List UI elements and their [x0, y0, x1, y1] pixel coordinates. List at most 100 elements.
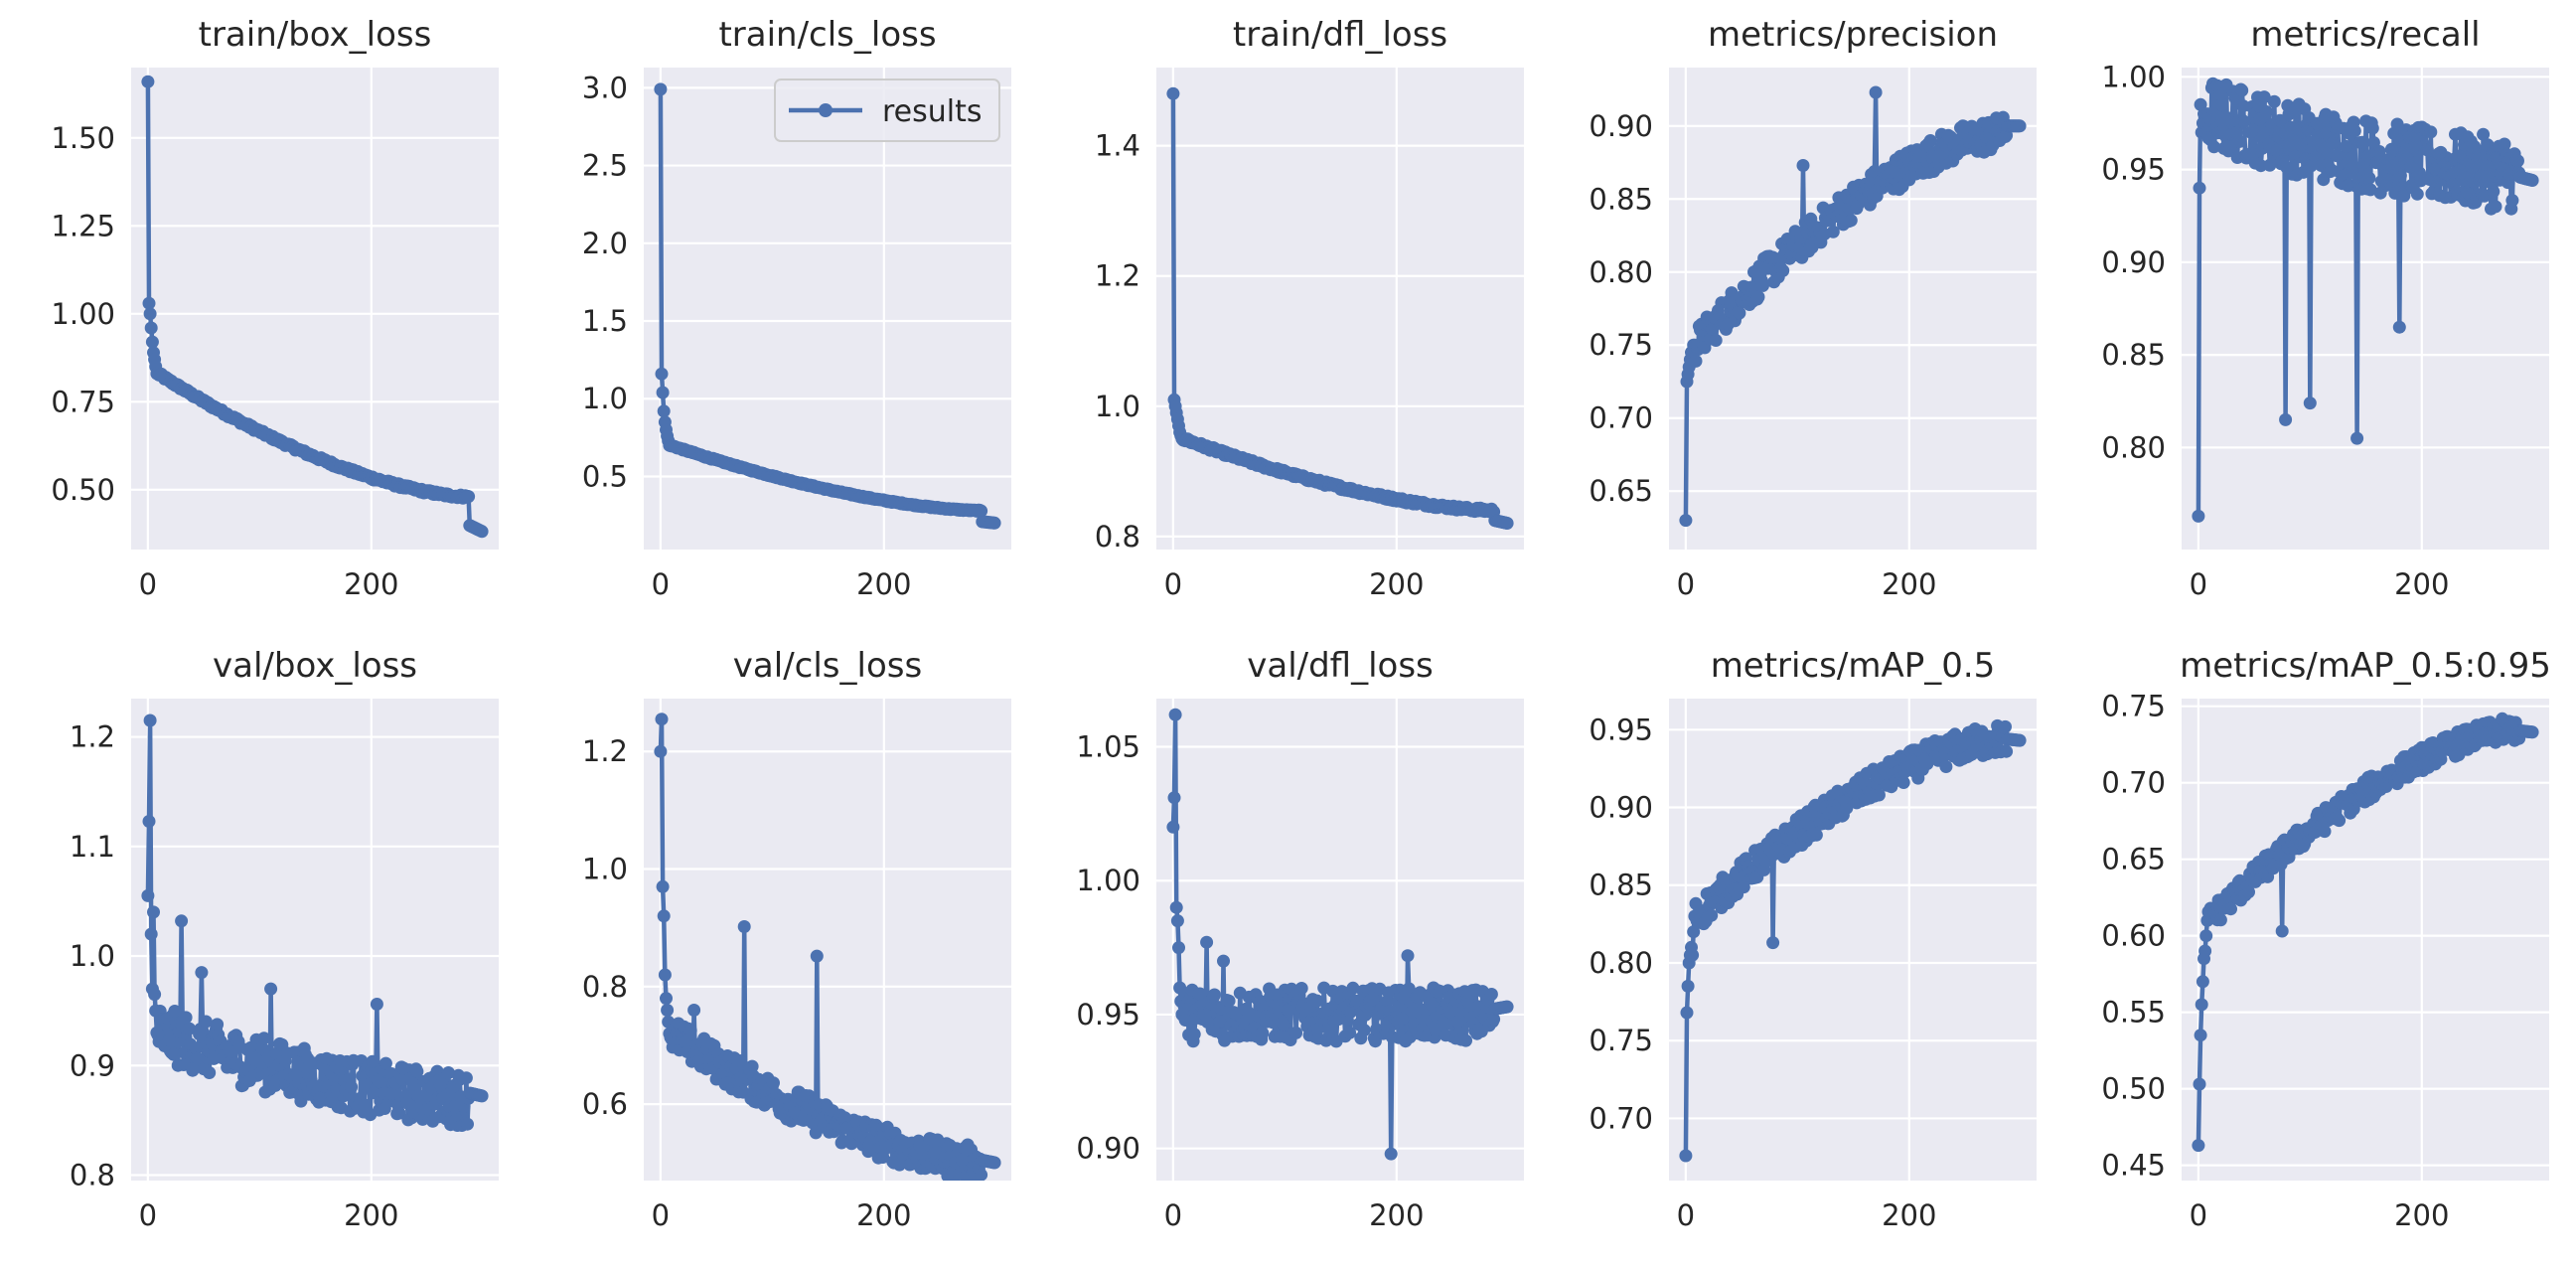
data-point: [2013, 119, 2027, 133]
data-point: [1406, 1005, 1419, 1018]
y-tick-label: 0.8: [582, 970, 628, 1004]
data-point: [2477, 127, 2491, 141]
chart-panel-7: 0.6 0.8 1.0 1.2 0 200 val/cls_loss: [582, 646, 1011, 1232]
data-point: [2192, 1139, 2205, 1153]
data-point: [655, 367, 669, 381]
data-point: [683, 1024, 697, 1037]
data-point: [211, 1018, 225, 1031]
data-point: [2511, 154, 2524, 168]
plot-area: [1156, 699, 1524, 1181]
x-tick-label: 0: [139, 1198, 157, 1232]
y-tick-label: 0.65: [2101, 843, 2166, 876]
data-point: [1896, 776, 1910, 789]
series-results: [2192, 712, 2539, 1153]
data-point: [2196, 975, 2209, 989]
data-point: [141, 888, 155, 902]
data-point: [144, 321, 158, 335]
y-tick-label: 0.85: [2101, 338, 2166, 372]
data-point: [1172, 941, 1185, 955]
x-tick-label: 0: [1677, 567, 1695, 601]
chart-title: val/dfl_loss: [1247, 646, 1434, 686]
data-point: [1222, 994, 1236, 1008]
data-point: [143, 307, 157, 321]
data-point: [2452, 149, 2466, 163]
y-tick-label: 2.5: [582, 149, 628, 183]
y-tick-label: 0.6: [582, 1087, 628, 1121]
chart-panel-2: 0.5 1.0 1.5 2.0 2.5 3.0 0 200 train/cls_lossresu…: [582, 15, 1011, 601]
y-tick-label: 0.50: [51, 473, 115, 507]
plot-area: [131, 68, 499, 550]
data-point: [2213, 913, 2227, 927]
y-tick-label: 0.90: [1076, 1132, 1140, 1166]
data-point: [2498, 137, 2511, 151]
data-point: [1776, 263, 1790, 277]
data-point: [370, 998, 383, 1011]
data-point: [2525, 174, 2539, 187]
series-results: [654, 82, 1001, 530]
data-point: [2420, 143, 2434, 157]
data-point: [1705, 908, 1719, 922]
data-point: [1872, 788, 1886, 802]
legend-marker: [819, 103, 833, 117]
data-point: [1426, 999, 1440, 1013]
y-tick-label: 0.65: [1589, 474, 1653, 508]
x-tick-label: 200: [344, 1198, 398, 1232]
data-point: [975, 504, 988, 518]
data-point: [2384, 142, 2398, 156]
data-point: [1686, 948, 1700, 962]
data-point: [2215, 98, 2228, 112]
data-point: [147, 905, 160, 919]
y-tick-label: 1.2: [70, 720, 115, 754]
data-point: [142, 815, 156, 828]
data-point: [2502, 167, 2515, 181]
chart-panel-3: 0.8 1.0 1.2 1.4 0 200 train/dfl_loss: [1095, 15, 1524, 601]
data-point: [1484, 988, 1498, 1001]
y-tick-label: 0.80: [1589, 946, 1653, 980]
data-point: [2235, 83, 2249, 97]
data-point: [2294, 138, 2308, 152]
data-point: [462, 490, 476, 504]
x-tick-label: 200: [1369, 1198, 1424, 1232]
y-tick-label: 0.95: [1076, 998, 1140, 1031]
data-point: [1679, 514, 1693, 528]
data-point: [2363, 183, 2377, 197]
data-point: [655, 713, 669, 726]
chart-title: val/box_loss: [213, 646, 417, 686]
data-point: [2489, 200, 2502, 214]
data-point: [1459, 1033, 1472, 1047]
plot-area: [1156, 68, 1524, 550]
data-point: [2237, 114, 2251, 128]
y-tick-label: 0.85: [1589, 869, 1653, 902]
x-tick-label: 0: [1677, 1198, 1695, 1232]
data-point: [167, 1047, 181, 1061]
chart-panel-9: 0.70 0.75 0.80 0.85 0.90 0.95 0 200 metrics/mAP_…: [1589, 646, 2037, 1232]
x-tick-label: 200: [856, 567, 911, 601]
chart-panel-10: 0.45 0.50 0.55 0.60 0.65 0.70 0.75 0 200 metrics/…: [2101, 646, 2550, 1232]
data-point: [145, 335, 159, 349]
data-point: [2198, 944, 2212, 958]
data-point: [1282, 1003, 1295, 1017]
x-tick-label: 0: [139, 567, 157, 601]
data-point: [657, 404, 671, 418]
y-tick-label: 0.70: [1589, 401, 1653, 435]
series-results: [654, 713, 1001, 1181]
chart-title: metrics/precision: [1708, 15, 1998, 55]
data-point: [2410, 187, 2424, 201]
data-point: [1178, 1014, 1192, 1027]
data-point: [257, 1031, 271, 1045]
data-point: [400, 1096, 414, 1110]
series-results: [1679, 718, 2027, 1163]
data-point: [1681, 979, 1695, 993]
plot-area: [1669, 699, 2037, 1181]
data-point: [2213, 87, 2227, 101]
data-point: [1709, 334, 1723, 347]
data-point: [379, 1056, 392, 1070]
data-point: [2207, 140, 2221, 154]
y-tick-label: 0.85: [1589, 182, 1653, 216]
data-point: [2383, 153, 2397, 167]
legend: results: [774, 79, 1000, 142]
data-point: [2355, 135, 2369, 149]
data-point: [1920, 757, 1934, 771]
chart-title: metrics/mAP_0.5: [1711, 646, 1996, 686]
